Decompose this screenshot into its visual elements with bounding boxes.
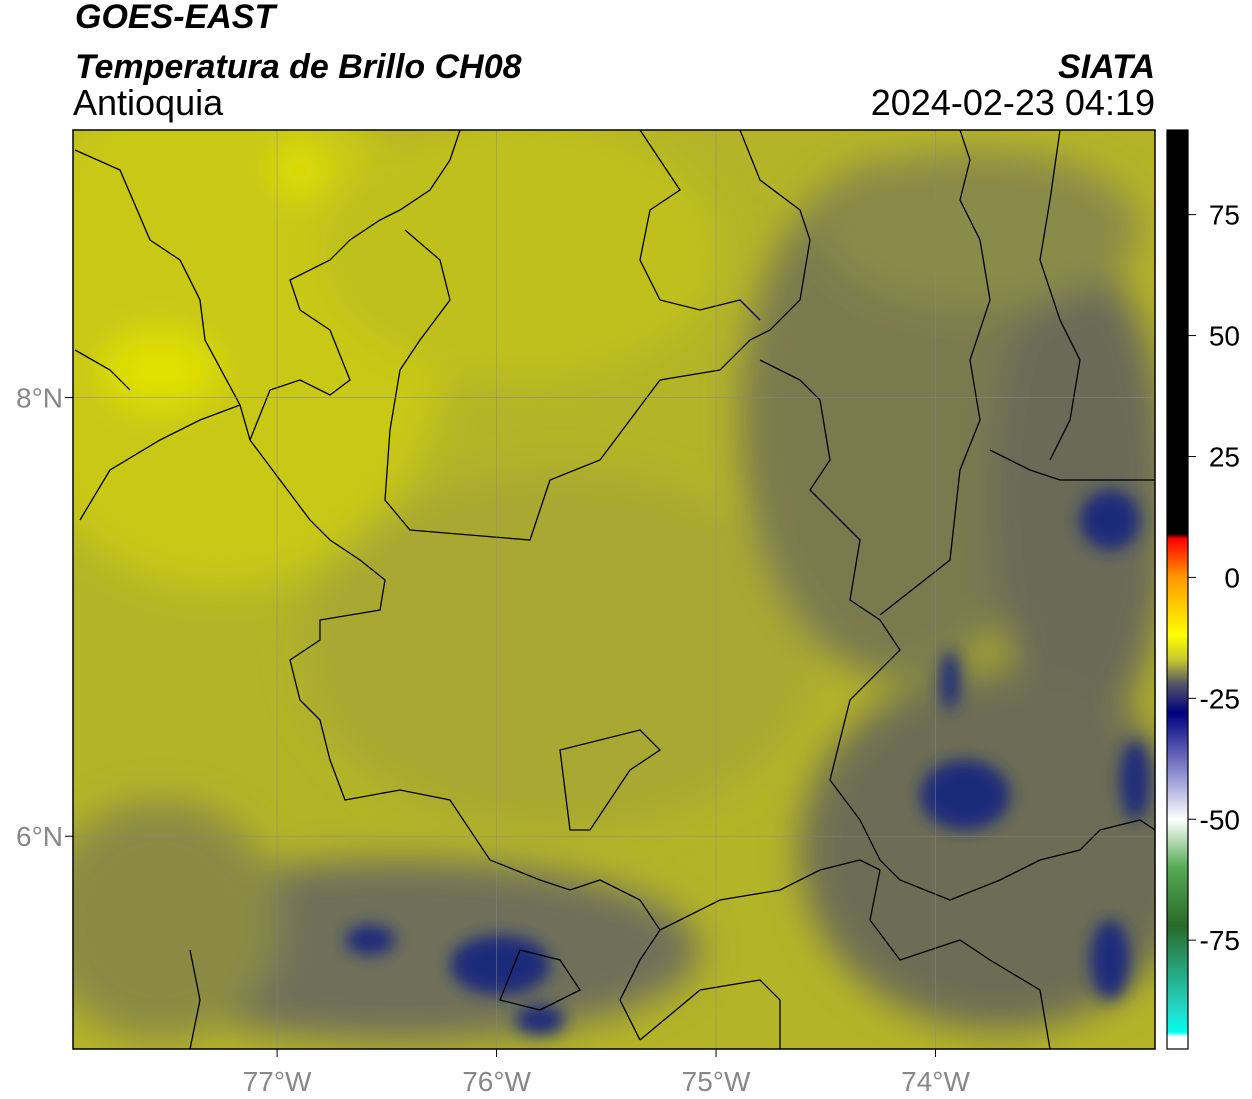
grid (73, 130, 1155, 1049)
colorbar-tick-label: 25 (1209, 441, 1240, 472)
x-tick-label: 74°W (901, 1066, 970, 1097)
colorbar (1166, 129, 1189, 1050)
product: Temperatura de Brillo CH08 (75, 48, 522, 86)
timestamp: 2024-02-23 04:19 (871, 82, 1155, 123)
map-field (73, 130, 1155, 1049)
colorbar-tick-label: -25 (1200, 683, 1240, 714)
region: Antioquia (73, 82, 224, 123)
colorbar-tick-label: 50 (1209, 321, 1240, 352)
title: GOES-EAST (75, 0, 278, 36)
x-tick-label: 76°W (462, 1066, 531, 1097)
x-tick-label: 77°W (243, 1066, 312, 1097)
colorbar-tick-label: 75 (1209, 200, 1240, 231)
x-tick-label: 75°W (682, 1066, 751, 1097)
map-frame (72, 129, 1156, 1050)
colorbar-tick-label: -50 (1200, 804, 1240, 835)
agency: SIATA (1058, 48, 1155, 86)
y-tick-label: 8°N (16, 383, 63, 414)
colorbar-tick-label: -75 (1200, 925, 1240, 956)
y-tick-label: 6°N (16, 821, 63, 852)
colorbar-tick-label: 0 (1224, 562, 1240, 593)
